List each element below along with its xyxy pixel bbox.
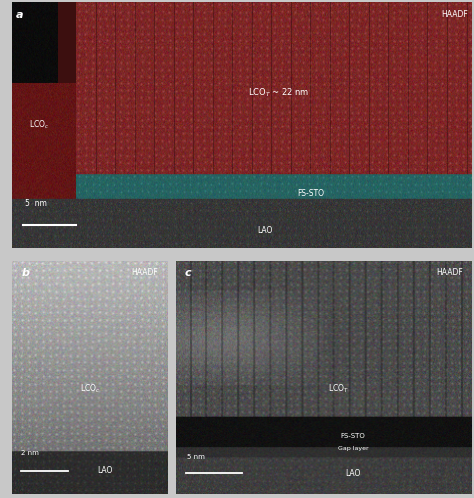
Text: LAO: LAO <box>257 226 273 235</box>
Text: LAO: LAO <box>346 469 361 478</box>
Text: LCO$_T$ ~ 22 nm: LCO$_T$ ~ 22 nm <box>248 87 309 100</box>
Text: HAADF: HAADF <box>132 267 158 277</box>
Text: LCO$_T$: LCO$_T$ <box>328 383 349 395</box>
Text: FS-STO: FS-STO <box>297 189 324 198</box>
Text: 5  nm: 5 nm <box>25 199 46 208</box>
Text: c: c <box>184 267 191 278</box>
Text: 2 nm: 2 nm <box>21 450 39 456</box>
Text: FS-STO: FS-STO <box>341 433 365 439</box>
Text: HAADF: HAADF <box>436 267 463 277</box>
Text: Gap layer: Gap layer <box>338 446 369 451</box>
Text: b: b <box>21 267 29 278</box>
Text: LCO$_c$: LCO$_c$ <box>29 119 50 131</box>
Text: 5 nm: 5 nm <box>188 454 205 460</box>
Text: HAADF: HAADF <box>441 10 468 19</box>
Text: a: a <box>16 10 23 20</box>
Text: LCO$_c$: LCO$_c$ <box>80 383 100 395</box>
Text: LAO: LAO <box>98 466 113 475</box>
